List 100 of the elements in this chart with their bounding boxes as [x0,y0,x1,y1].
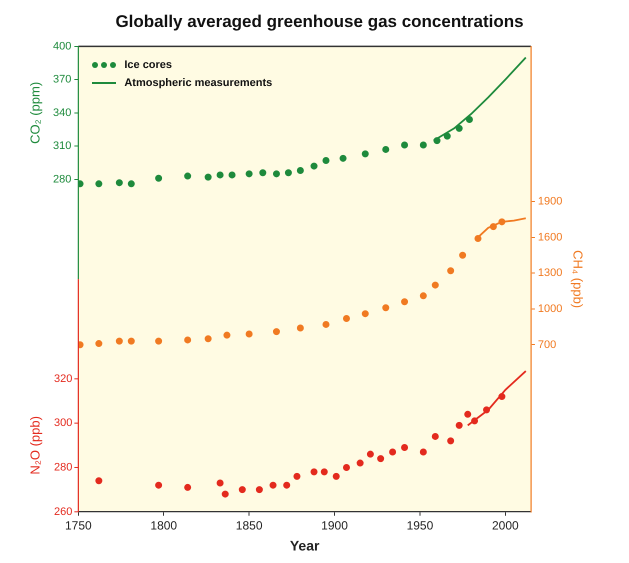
point [432,432,439,440]
y2-tick-label: 1900 [538,196,562,208]
point [228,171,236,178]
point [420,142,427,149]
point [238,486,246,494]
point [184,172,192,180]
x-tick-label: 1850 [236,518,263,532]
point [322,157,330,164]
x-tick-label: 1750 [65,518,92,532]
point [356,460,364,467]
point [320,468,328,476]
point [128,180,135,188]
point [382,304,390,312]
point [256,486,263,494]
y-tick-label: 370 [52,74,72,86]
point [222,490,229,498]
point [332,472,340,480]
point [401,142,408,149]
point [474,235,482,242]
point [498,218,506,226]
point [155,338,162,345]
point [283,482,290,489]
point [95,180,102,188]
point [272,170,280,178]
point [155,174,162,182]
point [204,335,212,342]
point [204,174,212,181]
point [466,116,473,124]
point [296,167,304,174]
point [401,444,408,452]
point [342,464,350,471]
point [432,282,439,289]
point [342,314,350,322]
point [116,338,123,345]
x-tick-label: 1900 [321,518,348,532]
x-axis-title: Year [290,537,320,554]
y3-tick-label: 300 [54,417,72,430]
point [456,124,463,132]
point [128,338,135,345]
y-tick-label: 340 [52,106,72,119]
y-axis-title: CO₂ (ppm) [28,82,43,144]
y3-axis-title: N₂O (ppb) [28,416,43,475]
point [310,162,318,170]
y-tick-label: 400 [52,40,72,52]
x-tick-label: 1800 [150,518,178,532]
point [293,472,300,480]
point [456,422,463,429]
y2-axis-title: CH₄ (ppb) [570,250,586,308]
point [310,468,318,476]
point [246,330,253,338]
point [272,328,280,336]
y3-tick-label: 320 [54,372,72,385]
point [259,169,266,176]
point [420,448,427,456]
point [340,154,347,162]
y2-tick-label: 1600 [538,231,562,244]
point [459,252,466,259]
point [116,179,123,186]
point [246,170,253,178]
x-tick-label: 1950 [406,518,434,532]
y2-tick-label: 1300 [538,267,562,280]
x-tick-label: 2000 [492,518,519,532]
legend-label: Ice cores [124,58,172,74]
point [184,484,192,491]
point [420,292,427,300]
point [284,169,292,176]
point [389,448,396,456]
legend-label: Atmospheric measurements [124,76,272,92]
point [401,298,408,306]
point [444,132,451,140]
point [270,482,277,489]
point [498,393,506,400]
point [78,341,84,348]
point [382,146,390,153]
point [322,320,330,328]
point [377,455,384,462]
point [184,336,192,344]
point [362,310,369,318]
point [216,479,224,486]
point [155,482,162,489]
y-tick-label: 280 [52,173,72,186]
point [95,340,102,348]
y3-tick-label: 260 [54,506,72,518]
point [95,477,102,484]
y2-tick-label: 1000 [538,302,562,315]
point [362,150,369,158]
y-tick-label: 310 [52,140,72,152]
point [490,223,497,230]
point [483,406,490,414]
point [434,137,440,144]
point [471,417,478,424]
y2-tick-label: 700 [538,338,556,351]
point [223,332,230,339]
point [366,450,374,458]
point [447,267,454,274]
point [78,180,84,188]
chart-title: Globally averaged greenhouse gas concentrations [115,12,524,31]
point [447,437,454,444]
point [296,324,304,332]
point [464,410,472,418]
